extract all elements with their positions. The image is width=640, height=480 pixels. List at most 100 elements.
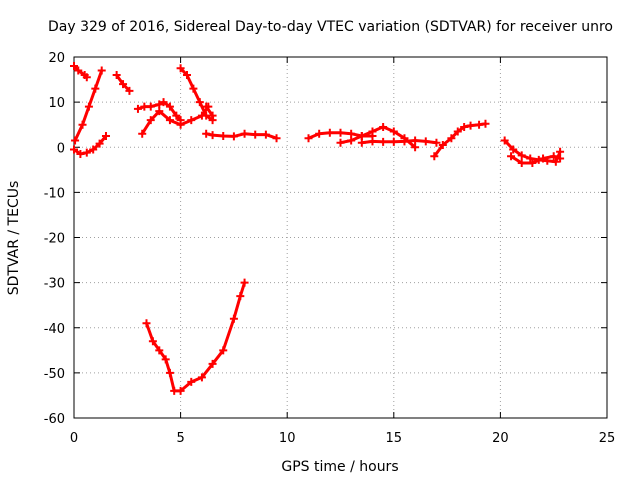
- data-point: [148, 337, 157, 346]
- data-point: [155, 107, 164, 116]
- data-point: [556, 154, 565, 163]
- data-point: [421, 137, 430, 146]
- data-point: [460, 122, 469, 131]
- data-point: [400, 137, 409, 146]
- data-point: [189, 84, 198, 93]
- data-point: [182, 71, 191, 80]
- data-point: [176, 386, 185, 395]
- data-point: [240, 129, 249, 138]
- series-line: [432, 122, 487, 158]
- data-series: [70, 62, 565, 395]
- data-series-14: [500, 136, 565, 166]
- data-point: [389, 127, 398, 136]
- data-point: [389, 137, 398, 146]
- data-point: [357, 138, 366, 147]
- y-tick-label: -40: [44, 322, 65, 337]
- data-point: [159, 98, 168, 107]
- data-point: [208, 131, 217, 140]
- data-point: [187, 116, 196, 125]
- data-point: [70, 145, 78, 154]
- data-point: [517, 151, 526, 160]
- data-point: [89, 145, 98, 154]
- data-point: [84, 102, 93, 111]
- axis-ticks: [73, 56, 608, 419]
- data-point: [357, 131, 366, 140]
- data-point: [315, 129, 324, 138]
- data-point: [272, 134, 281, 143]
- data-point: [229, 314, 238, 323]
- data-series-1: [71, 66, 106, 145]
- data-point: [466, 121, 475, 130]
- data-series-8: [202, 129, 281, 143]
- data-point: [76, 150, 85, 159]
- data-point: [517, 159, 526, 168]
- data-point: [453, 127, 462, 136]
- data-point: [146, 102, 155, 111]
- data-point: [202, 129, 211, 138]
- data-point: [481, 119, 490, 128]
- series-line: [72, 64, 89, 79]
- data-point: [208, 111, 217, 120]
- data-point: [509, 145, 518, 154]
- data-point: [112, 71, 121, 80]
- data-point: [176, 120, 185, 129]
- data-point: [119, 80, 128, 89]
- data-point: [347, 136, 356, 145]
- y-axis-label: SDTVAR / TECUs: [6, 181, 22, 296]
- data-point: [368, 137, 377, 146]
- data-point: [347, 129, 356, 138]
- data-point: [304, 134, 313, 143]
- data-point: [165, 368, 174, 377]
- data-series-9: [142, 278, 249, 395]
- chart-title: Day 329 of 2016, Sidereal Day-to-day VTE…: [48, 19, 613, 35]
- x-tick-label: 20: [492, 431, 509, 446]
- data-point: [155, 100, 164, 109]
- data-point: [219, 346, 228, 355]
- y-tick-label: -50: [44, 367, 65, 382]
- data-point: [208, 359, 217, 368]
- series-line: [72, 134, 108, 156]
- data-point: [161, 355, 170, 364]
- data-point: [138, 129, 147, 138]
- series-line: [145, 281, 247, 393]
- data-point: [430, 152, 439, 161]
- data-point: [74, 66, 83, 75]
- data-point: [71, 136, 80, 145]
- data-point: [507, 152, 516, 161]
- data-point: [155, 346, 164, 355]
- data-point: [229, 132, 238, 141]
- data-series-13: [430, 119, 490, 161]
- data-point: [82, 73, 91, 82]
- data-point: [549, 152, 558, 161]
- data-point: [336, 138, 345, 147]
- y-tick-label: 20: [48, 51, 65, 66]
- data-point: [551, 157, 560, 166]
- data-point: [528, 159, 537, 168]
- series-line: [179, 66, 215, 122]
- data-point: [526, 154, 535, 163]
- data-point: [411, 136, 420, 145]
- x-tick-label: 0: [70, 431, 78, 446]
- data-series-5: [133, 98, 185, 125]
- y-tick-label: -60: [44, 412, 65, 427]
- data-point: [379, 122, 388, 131]
- data-point: [133, 104, 142, 113]
- data-point: [197, 373, 206, 382]
- data-point: [172, 111, 181, 120]
- x-axis-label: GPS time / hours: [281, 459, 398, 475]
- x-tick-label: 10: [279, 431, 296, 446]
- x-tick-labels: 0 5 10 15 20 25: [70, 431, 615, 446]
- data-point: [236, 292, 245, 301]
- y-tick-label: 0: [57, 141, 65, 156]
- data-point: [240, 278, 249, 287]
- data-point: [432, 138, 441, 147]
- data-point: [219, 131, 228, 140]
- x-tick-label: 5: [176, 431, 184, 446]
- data-point: [82, 148, 91, 157]
- data-point: [146, 116, 155, 125]
- data-point: [187, 377, 196, 386]
- data-point: [101, 131, 110, 140]
- y-tick-label: 10: [48, 96, 65, 111]
- data-point: [176, 64, 185, 73]
